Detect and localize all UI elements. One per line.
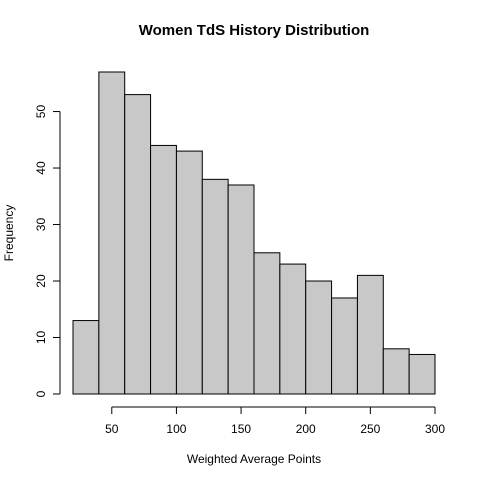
- histogram-bar: [279, 263, 307, 395]
- x-tick-label: 150: [231, 422, 251, 436]
- histogram-bar: [150, 144, 177, 395]
- x-tick-label: 300: [425, 422, 445, 436]
- histogram-bar: [382, 348, 410, 395]
- histogram-bar: [356, 274, 384, 395]
- y-axis: 0 10 20 30 40 50: [34, 105, 61, 397]
- bars-group: [72, 71, 436, 395]
- x-axis: 50 100 150 200 250 300: [105, 406, 445, 436]
- x-tick-label: 100: [166, 422, 186, 436]
- y-axis-label: Frequency: [2, 205, 16, 262]
- histogram-bar: [175, 150, 203, 395]
- y-tick-label: 0: [34, 390, 48, 397]
- histogram-bar: [331, 297, 358, 395]
- x-axis-label: Weighted Average Points: [187, 452, 321, 466]
- y-tick-label: 30: [34, 218, 48, 232]
- histogram-bar: [201, 178, 229, 395]
- x-tick-label: 250: [360, 422, 380, 436]
- x-tick-label: 50: [105, 422, 119, 436]
- chart-title: Women TdS History Distribution: [139, 22, 370, 39]
- histogram-bar: [227, 184, 255, 395]
- histogram-bar: [305, 280, 333, 395]
- histogram-bar: [72, 320, 100, 395]
- histogram-bar: [124, 94, 152, 395]
- histogram-bar: [98, 71, 126, 395]
- y-tick-label: 50: [34, 105, 48, 119]
- y-tick-label: 20: [34, 274, 48, 288]
- y-tick-label: 40: [34, 161, 48, 175]
- histogram-bar: [408, 353, 436, 395]
- x-tick-label: 200: [296, 422, 316, 436]
- histogram-bar: [253, 252, 281, 395]
- y-tick-label: 10: [34, 331, 48, 345]
